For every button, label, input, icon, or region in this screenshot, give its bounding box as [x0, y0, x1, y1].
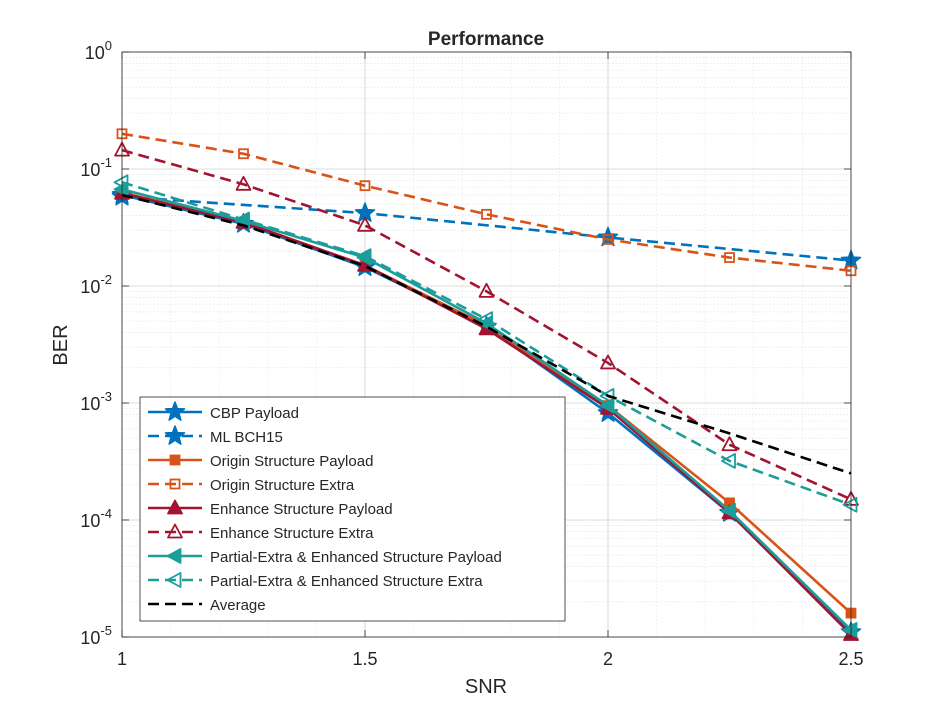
- data-point: [238, 148, 249, 160]
- legend-label: Partial-Extra & Enhanced Structure Paylo…: [210, 549, 502, 566]
- data-point: [597, 226, 619, 247]
- series-layer: [111, 128, 862, 641]
- y-tick-label: 10-1: [80, 155, 112, 180]
- series-average: [121, 193, 852, 475]
- data-point: [478, 311, 493, 328]
- data-point: [721, 502, 736, 519]
- data-point: [721, 436, 738, 452]
- y-tick-label: 10-2: [80, 272, 112, 297]
- series-line: [121, 193, 852, 475]
- legend-label: Partial-Extra & Enhanced Structure Extra: [210, 573, 483, 590]
- legend-entry: Enhance Structure Extra: [148, 523, 374, 542]
- data-point: [842, 621, 858, 638]
- legend-entry: Average: [148, 597, 266, 614]
- legend-marker: [167, 523, 183, 539]
- data-point: [600, 354, 616, 370]
- data-point: [356, 248, 372, 265]
- data-point: [842, 496, 858, 513]
- data-point: [724, 252, 735, 263]
- data-point: [599, 387, 615, 404]
- data-point: [602, 234, 614, 245]
- data-point: [478, 282, 495, 298]
- legend-marker: [164, 425, 186, 445]
- legend-entry: CBP Payload: [148, 401, 299, 422]
- x-tick-label: 2.5: [838, 649, 863, 669]
- y-tick-label: 10-3: [80, 389, 112, 414]
- x-tick-label: 1: [117, 649, 127, 669]
- x-tick-label: 1.5: [352, 649, 377, 669]
- legend-marker: [169, 478, 181, 490]
- legend-label: CBP Payload: [210, 405, 299, 422]
- legend-entry: Origin Structure Extra: [148, 477, 355, 494]
- series-line: [121, 181, 852, 506]
- data-point: [481, 208, 492, 220]
- legend: CBP Payload ML BCH15 Origin Structure Payl…: [139, 396, 566, 622]
- series-partial-extra-enhanced-structure-extra: [113, 174, 858, 513]
- legend-label: Origin Structure Payload: [210, 453, 373, 470]
- x-axis-ticks: 1 1.5 2 2.5: [117, 52, 864, 669]
- chart-title: Performance: [428, 29, 544, 50]
- plot-frame: [121, 51, 852, 638]
- y-axis-label: BER: [50, 324, 72, 365]
- data-point: [357, 216, 373, 232]
- data-point: [235, 211, 250, 228]
- x-axis-label: SNR: [465, 676, 507, 698]
- legend-label: ML BCH15: [210, 429, 283, 446]
- series-line: [121, 195, 852, 262]
- series-line: [121, 148, 852, 501]
- legend-label: Enhance Structure Extra: [210, 525, 374, 542]
- legend-marker: [166, 572, 182, 588]
- data-point: [113, 174, 129, 191]
- series-line: [121, 132, 852, 273]
- legend-marker: [167, 499, 183, 515]
- data-point: [359, 180, 371, 192]
- y-axis-ticks: 100 10-1 10-2 10-3 10-4 10-5: [80, 38, 851, 648]
- data-point: [721, 452, 736, 469]
- legend-box: [139, 396, 566, 622]
- legend-entry: Partial-Extra & Enhanced Structure Paylo…: [148, 548, 502, 566]
- legend-entry: Origin Structure Payload: [148, 453, 373, 470]
- legend-entry: ML BCH15: [148, 425, 283, 446]
- legend-marker: [166, 548, 182, 564]
- y-tick-label: 10-4: [80, 506, 112, 531]
- data-point: [235, 175, 252, 191]
- legend-label: Origin Structure Extra: [210, 477, 355, 494]
- legend-marker: [169, 454, 181, 466]
- y-tick-label: 100: [85, 38, 112, 63]
- legend-marker: [164, 401, 186, 421]
- x-tick-label: 2: [603, 649, 613, 669]
- legend-label: Enhance Structure Payload: [210, 501, 393, 518]
- legend-entry: Partial-Extra & Enhanced Structure Extra: [148, 572, 483, 590]
- legend-label: Average: [210, 597, 266, 614]
- y-tick-label: 10-5: [80, 623, 112, 648]
- legend-entry: Enhance Structure Payload: [148, 499, 393, 518]
